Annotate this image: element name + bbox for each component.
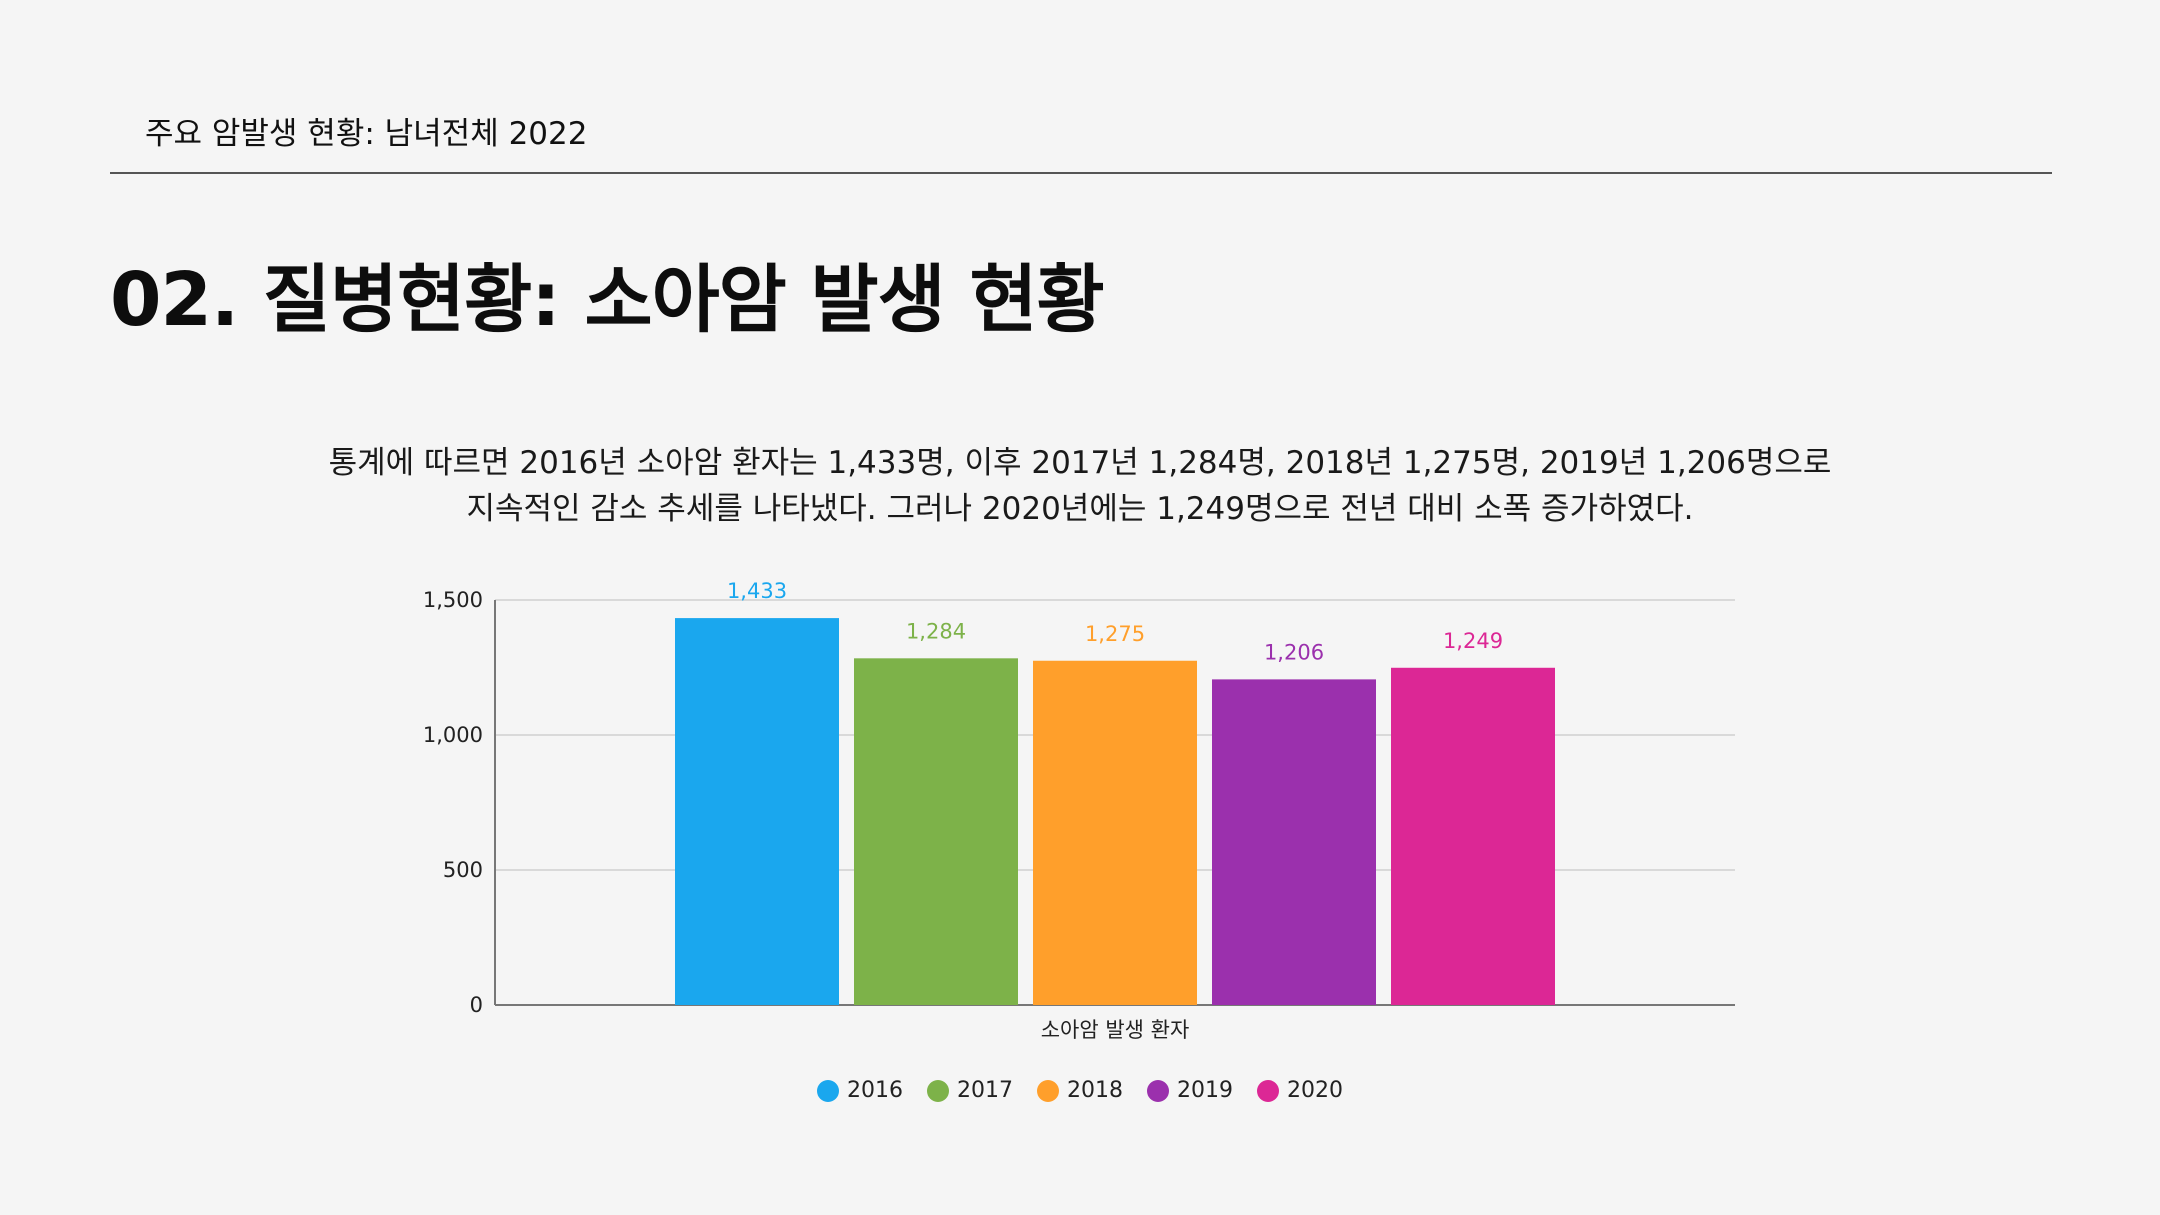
legend-swatch (1037, 1079, 1059, 1102)
data-label-2017: 1,284 (906, 619, 966, 643)
header-title: 주요 암발생 현황: 남녀전체 2022 (145, 116, 588, 152)
chart-legend: 2016 2017 2018 2019 2020 (0, 1078, 2160, 1103)
legend-item-2017: 2017 (927, 1078, 1013, 1103)
legend-label: 2016 (847, 1078, 903, 1103)
bar-2019 (1212, 679, 1376, 1005)
y-tick-label: 0 (470, 993, 483, 1017)
header-divider (110, 172, 2052, 174)
data-label-2018: 1,275 (1085, 622, 1145, 646)
bar-2016 (675, 618, 839, 1005)
data-label-2019: 1,206 (1264, 640, 1324, 664)
bar-2017 (854, 658, 1018, 1005)
legend-label: 2017 (957, 1078, 1013, 1103)
data-label-2016: 1,433 (727, 579, 787, 603)
page-title: 02. 질병현황: 소아암 발생 현황 (110, 257, 1105, 343)
data-label-2020: 1,249 (1443, 629, 1503, 653)
legend-swatch (927, 1079, 949, 1102)
bar-2018 (1033, 660, 1197, 1005)
legend-label: 2019 (1177, 1078, 1233, 1103)
legend-item-2018: 2018 (1037, 1078, 1123, 1103)
legend-swatch (1257, 1079, 1279, 1102)
legend-label: 2020 (1287, 1078, 1343, 1103)
legend-swatch (817, 1079, 839, 1102)
description-line-1: 통계에 따르면 2016년 소아암 환자는 1,433명, 이후 2017년 1… (328, 445, 1832, 481)
y-tick-label: 500 (443, 858, 483, 882)
bar-chart: 0 500 1,000 1,500 1,433 1,284 1,275 1,206 1,249 소… (380, 560, 1780, 1120)
description: 통계에 따르면 2016년 소아암 환자는 1,433명, 이후 2017년 1… (300, 440, 1860, 532)
legend-item-2019: 2019 (1147, 1078, 1233, 1103)
legend-item-2016: 2016 (817, 1078, 903, 1103)
x-axis-label: 소아암 발생 환자 (1041, 1018, 1190, 1042)
legend-item-2020: 2020 (1257, 1078, 1343, 1103)
bar-2020 (1391, 667, 1555, 1005)
legend-swatch (1147, 1079, 1169, 1102)
chart-canvas: 0 500 1,000 1,500 1,433 1,284 1,275 1,206 1,249 소… (423, 579, 1735, 1042)
description-line-2: 지속적인 감소 추세를 나타냈다. 그러나 2020년에는 1,249명으로 전… (466, 491, 1694, 527)
y-tick-label: 1,500 (423, 588, 483, 612)
legend-label: 2018 (1067, 1078, 1123, 1103)
y-tick-label: 1,000 (423, 723, 483, 747)
